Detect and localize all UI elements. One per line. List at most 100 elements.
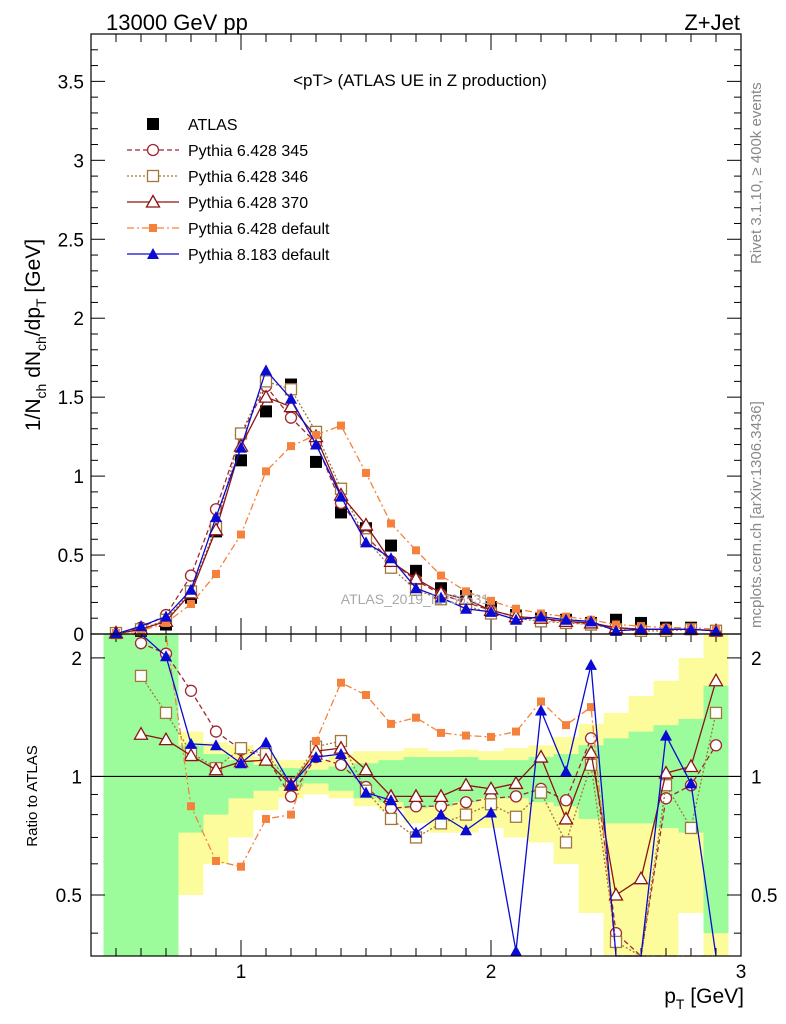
x-axis-label: pT [GeV] [664, 985, 744, 1012]
rivet-version-label: Rivet 3.1.10, ≥ 400k events [748, 82, 765, 264]
legend-marker [146, 169, 160, 183]
data-point [510, 613, 522, 625]
ratio-point [562, 721, 570, 730]
header-left: 13000 GeV pp [106, 10, 248, 35]
data-point [462, 587, 470, 596]
data-point [385, 552, 397, 564]
stat-band-bin [603, 738, 629, 824]
ratio-point [535, 704, 547, 716]
header-right: Z+Jet [684, 10, 740, 35]
data-point [460, 602, 472, 614]
ratio-point [659, 792, 673, 805]
ratio-point [410, 826, 422, 838]
legend-marker [147, 248, 159, 259]
data-point [235, 441, 247, 453]
main-y-tick-label: 1 [73, 467, 84, 488]
data-point [387, 519, 395, 528]
data-point [285, 392, 297, 404]
ratio-point [508, 775, 524, 790]
ratio-point [487, 732, 495, 741]
legend-item: Pythia 8.183 default [127, 247, 330, 264]
data-point [262, 467, 270, 476]
ratio-point [459, 808, 473, 821]
legend-label: ATLAS [188, 117, 238, 134]
main-ylabel: 1/Nch dNch/dpT [GeV] [22, 239, 49, 431]
series-layer [108, 364, 724, 640]
legend-marker [147, 118, 159, 130]
ratio-point [358, 761, 374, 776]
data-point [535, 610, 547, 622]
ratio-point [184, 684, 198, 697]
ratio-point [533, 749, 549, 763]
ratio-point [334, 758, 348, 772]
ratio-point [287, 810, 295, 819]
ratio-point [460, 824, 472, 836]
legend-item: ATLAS [147, 117, 238, 134]
ratio-point [558, 811, 574, 825]
legend-marker [149, 224, 157, 232]
data-point [259, 375, 273, 388]
data-point [312, 431, 320, 440]
ratio-point [385, 794, 397, 806]
ratio-point [537, 697, 545, 706]
data-point [685, 623, 697, 635]
data-point [437, 571, 445, 580]
ratio-point [660, 729, 672, 741]
ratio-point [337, 678, 345, 687]
stat-band-bin [703, 685, 729, 934]
ratio-point [485, 806, 497, 818]
ratio-point [560, 765, 572, 777]
ratio-point [158, 731, 174, 746]
stat-band-bin [103, 634, 129, 956]
ratio-point [708, 672, 724, 687]
legend-label: Pythia 6.428 370 [188, 195, 308, 212]
ratio-point [209, 725, 223, 738]
ratio-y-tick-label-left: 0.5 [56, 886, 82, 907]
ratio-point [210, 739, 222, 751]
main-y-tick-label: 2 [73, 309, 84, 330]
ratio-point [684, 821, 698, 835]
ratio-point [310, 751, 322, 763]
ratio-point [510, 945, 522, 957]
ratio-point [208, 761, 224, 776]
ratio-point [559, 836, 573, 849]
ratio-point [433, 788, 449, 803]
data-point [260, 364, 272, 376]
data-point [610, 624, 622, 636]
ratio-point [285, 779, 297, 791]
ratio-point [185, 737, 197, 749]
data-point [360, 536, 372, 548]
ratio-ylabel: Ratio to ATLAS [24, 745, 41, 846]
data-point [160, 610, 172, 622]
ratio-point [459, 796, 473, 809]
ratio-point [312, 737, 320, 746]
main-y-tick-label: 3.5 [58, 72, 84, 93]
ratio-y-tick-label-right: 1 [751, 767, 762, 788]
ratio-series-pythia-8-183-default [140, 633, 717, 957]
ratio-point [237, 862, 245, 871]
ratio-y-tick-label-right: 0.5 [751, 886, 777, 907]
x-tick-label: 3 [736, 962, 747, 983]
data-point [237, 530, 245, 539]
data-point [260, 405, 272, 418]
ratio-point [437, 728, 445, 737]
data-point [212, 570, 220, 578]
legend-label: Pythia 6.428 346 [188, 169, 308, 186]
ratio-panel-frame [90, 633, 742, 957]
data-point [435, 591, 447, 603]
data-point [310, 438, 322, 450]
legend-item: Pythia 6.428 345 [127, 143, 308, 160]
ratio-point [534, 786, 548, 799]
legend-label: Pythia 6.428 default [188, 221, 330, 238]
ratio-point [187, 802, 195, 811]
ratio-point [159, 706, 173, 720]
ratio-point [409, 800, 423, 813]
legend-item: Pythia 6.428 346 [127, 169, 308, 186]
data-point [335, 506, 347, 519]
data-point [258, 389, 274, 403]
ratio-point [683, 758, 699, 773]
series-pythia-8-183-default [110, 364, 722, 638]
ratio-point [412, 713, 420, 722]
ratio-point [384, 812, 398, 826]
